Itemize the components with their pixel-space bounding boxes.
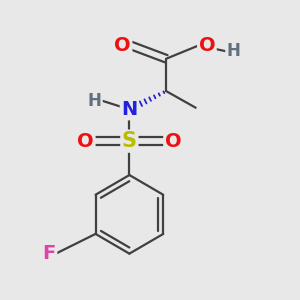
Text: H: H: [88, 92, 101, 110]
Text: F: F: [43, 244, 56, 263]
Text: O: O: [165, 132, 181, 151]
Text: O: O: [199, 36, 215, 55]
Text: H: H: [226, 42, 240, 60]
Text: S: S: [122, 131, 137, 151]
Text: N: N: [121, 100, 137, 119]
Text: O: O: [77, 132, 94, 151]
Text: O: O: [114, 36, 131, 55]
